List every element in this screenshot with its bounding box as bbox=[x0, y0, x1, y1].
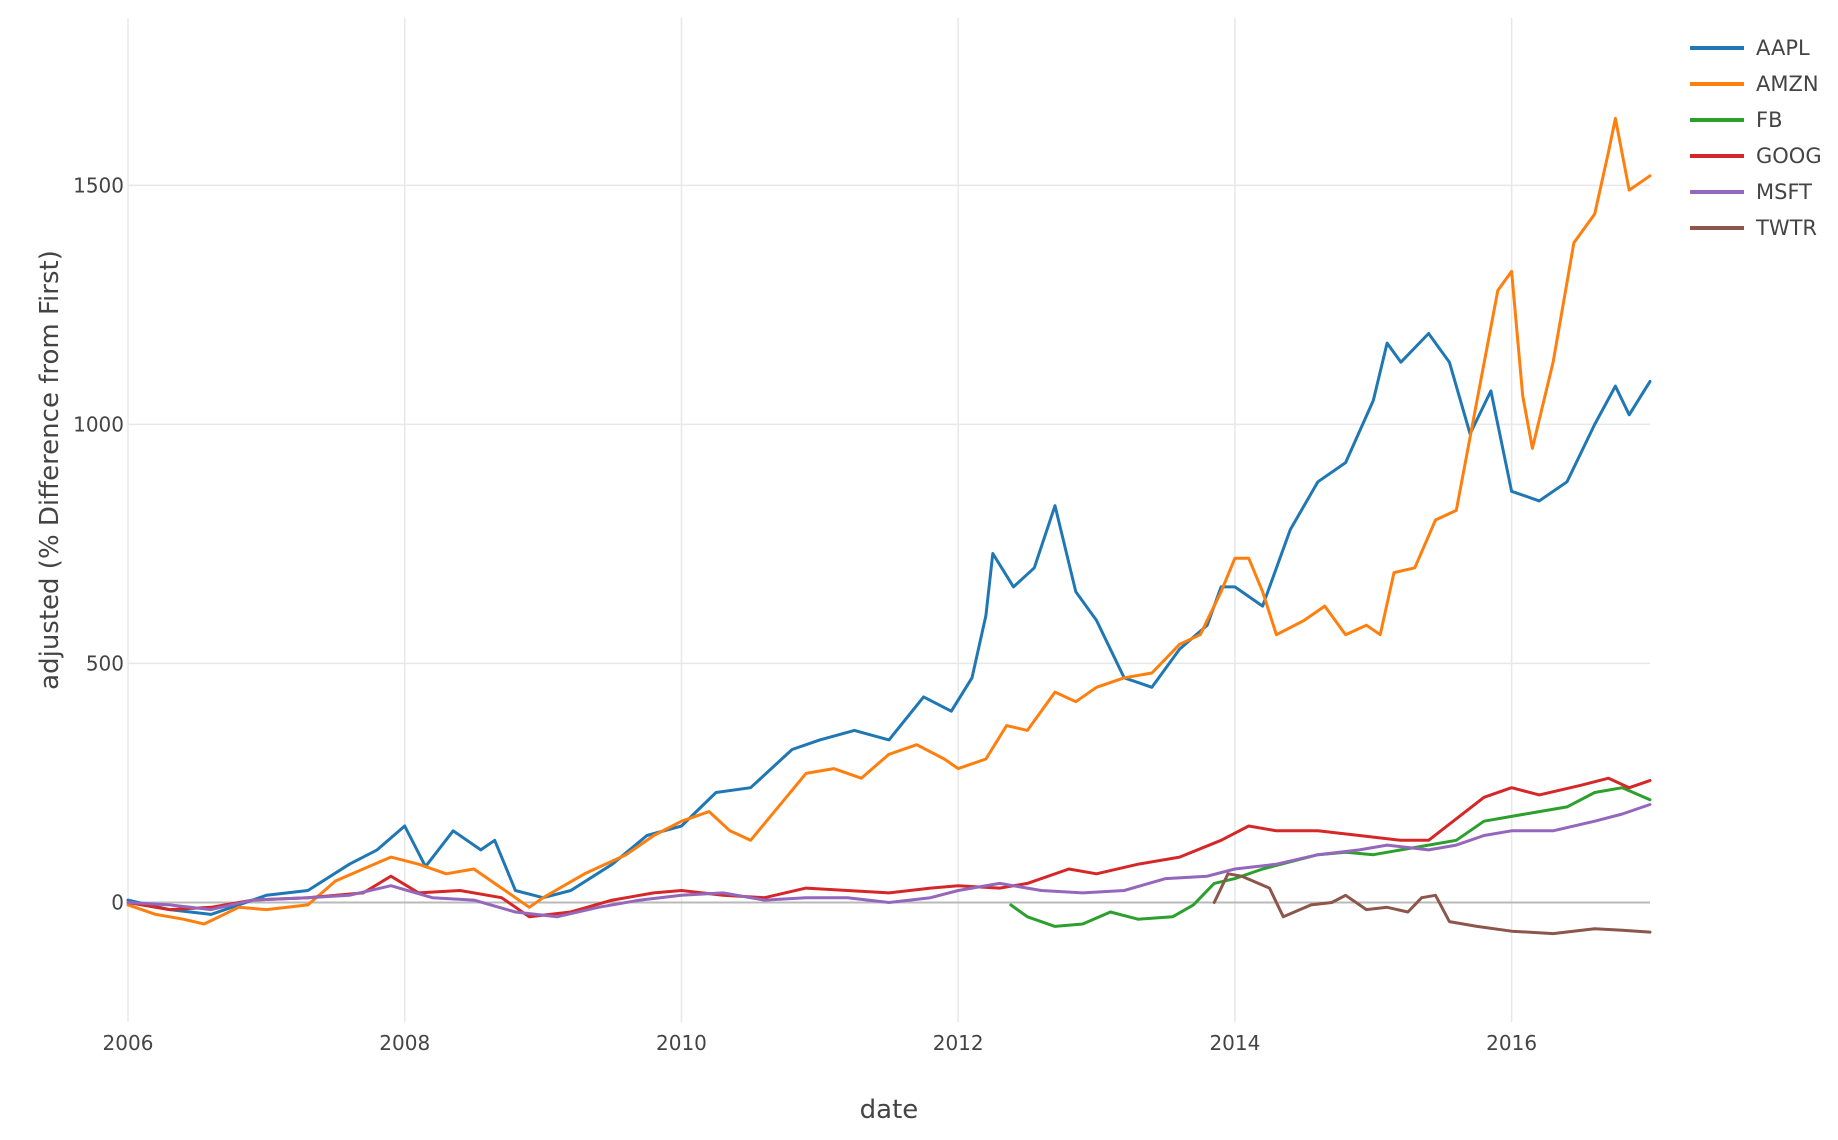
legend-label: GOOG bbox=[1756, 144, 1822, 168]
gridlines bbox=[127, 18, 1650, 1022]
y-tick-label: 0 bbox=[111, 890, 124, 914]
legend[interactable]: AAPL AMZN FB GOOG MSFT TWTR bbox=[1690, 36, 1822, 240]
x-tick-label: 2016 bbox=[1486, 1031, 1537, 1055]
legend-label: TWTR bbox=[1755, 216, 1817, 240]
legend-item-amzn[interactable]: AMZN bbox=[1690, 72, 1819, 96]
series-line-fb bbox=[1009, 786, 1652, 928]
y-axis-ticks: 0 500 1000 1500 bbox=[73, 173, 124, 914]
legend-item-goog[interactable]: GOOG bbox=[1690, 144, 1822, 168]
y-tick-label: 1000 bbox=[73, 412, 124, 436]
x-tick-label: 2010 bbox=[656, 1031, 707, 1055]
y-tick-label: 1500 bbox=[73, 173, 124, 197]
series-lines bbox=[126, 116, 1652, 936]
legend-label: FB bbox=[1756, 108, 1783, 132]
series-line-msft bbox=[126, 803, 1652, 919]
x-tick-label: 2006 bbox=[103, 1031, 154, 1055]
series-line-aapl bbox=[126, 332, 1652, 916]
legend-item-aapl[interactable]: AAPL bbox=[1690, 36, 1810, 60]
y-tick-label: 500 bbox=[86, 651, 124, 675]
x-tick-label: 2008 bbox=[379, 1031, 430, 1055]
x-axis-ticks: 2006 2008 2010 2012 2014 2016 bbox=[103, 1031, 1538, 1055]
x-tick-label: 2014 bbox=[1209, 1031, 1260, 1055]
legend-item-twtr[interactable]: TWTR bbox=[1690, 216, 1817, 240]
legend-label: MSFT bbox=[1756, 180, 1812, 204]
series-line-twtr bbox=[1212, 872, 1652, 936]
series-line-amzn bbox=[126, 116, 1652, 926]
x-axis-title: date bbox=[860, 1095, 919, 1125]
legend-label: AMZN bbox=[1756, 72, 1819, 96]
legend-item-msft[interactable]: MSFT bbox=[1690, 180, 1812, 204]
legend-item-fb[interactable]: FB bbox=[1690, 108, 1783, 132]
x-tick-label: 2012 bbox=[933, 1031, 984, 1055]
y-axis-title: adjusted (% Difference from First) bbox=[35, 250, 65, 690]
legend-label: AAPL bbox=[1756, 36, 1810, 60]
